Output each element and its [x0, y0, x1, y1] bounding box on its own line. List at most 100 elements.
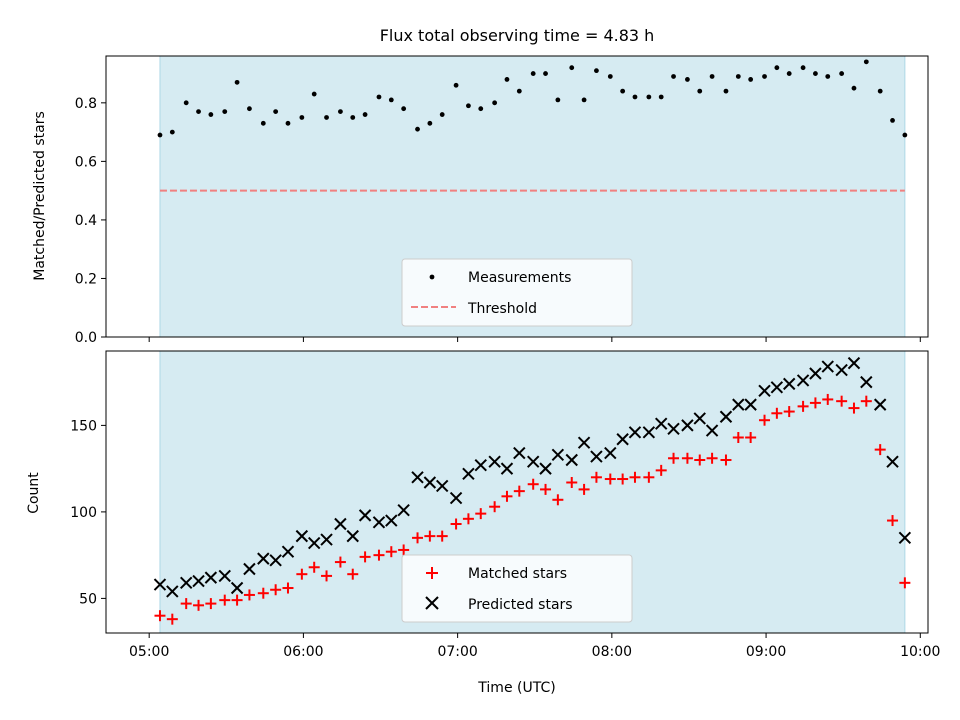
- bottom-x-ticks: 05:00 06:00 07:00 08:00 09:00 10:00: [129, 633, 940, 660]
- matched-star-point: [629, 471, 641, 483]
- legend-predicted-label: Predicted stars: [468, 597, 573, 613]
- top-legend: Measurements Threshold: [401, 258, 633, 327]
- measurement-point: [504, 77, 510, 82]
- chart-title: Flux total observing time = 4.83 h: [380, 26, 655, 45]
- measurement-point: [234, 79, 240, 85]
- y-tick-label: 0.2: [75, 271, 97, 287]
- measurement-point: [902, 132, 908, 138]
- measurement-point: [260, 120, 266, 126]
- predicted-star-point: [821, 360, 834, 373]
- predicted-star-point: [166, 585, 179, 598]
- legend-matched-marker: [426, 567, 438, 579]
- measurement-point: [723, 88, 729, 94]
- bottom-matched-stars: [154, 393, 911, 625]
- predicted-star-point: [281, 545, 295, 558]
- predicted-star-point: [847, 356, 861, 370]
- bottom-predicted-stars: [153, 356, 912, 598]
- measurement-point: [581, 97, 587, 103]
- matched-star-point: [681, 452, 693, 464]
- x-tick-label: 08:00: [592, 644, 632, 660]
- matched-star-point: [732, 432, 744, 444]
- measurement-point: [453, 82, 459, 88]
- matched-star-point: [655, 464, 667, 476]
- predicted-star-point: [809, 367, 822, 380]
- matched-star-point: [193, 599, 205, 611]
- top-y-ticks: 0.0 0.2 0.4 0.6 0.8: [75, 96, 106, 346]
- matched-star-point: [617, 473, 629, 485]
- predicted-star-point: [642, 426, 656, 439]
- matched-star-point: [848, 402, 860, 414]
- predicted-star-point: [153, 578, 167, 591]
- matched-star-point: [436, 530, 448, 542]
- matched-star-point: [296, 568, 308, 580]
- matched-star-point: [540, 483, 552, 495]
- measurement-point: [299, 115, 305, 120]
- predicted-star-point: [449, 491, 463, 505]
- matched-star-point: [552, 494, 564, 506]
- predicted-star-point: [358, 509, 372, 522]
- predicted-star-point: [372, 516, 386, 529]
- matched-star-point: [308, 561, 320, 573]
- predicted-star-point: [513, 446, 526, 460]
- matched-star-point: [822, 393, 834, 405]
- predicted-star-point: [179, 576, 193, 590]
- predicted-star-point: [462, 467, 475, 481]
- matched-star-point: [860, 395, 872, 407]
- measurement-point: [324, 115, 329, 120]
- predicted-star-point: [705, 424, 719, 437]
- y-tick-label: 0.6: [75, 154, 97, 170]
- predicted-star-point: [744, 398, 757, 411]
- measurement-point: [620, 88, 626, 94]
- matched-star-point: [219, 594, 231, 606]
- predicted-star-point: [204, 571, 218, 584]
- measurement-point: [748, 77, 754, 82]
- predicted-star-point: [873, 398, 887, 411]
- predicted-star-point: [385, 514, 398, 527]
- predicted-star-point: [218, 569, 231, 583]
- y-tick-label: 150: [70, 418, 97, 434]
- measurement-point: [311, 91, 317, 97]
- predicted-star-point: [770, 381, 784, 394]
- predicted-star-point: [397, 503, 410, 517]
- matched-star-point: [771, 407, 783, 419]
- matched-star-point: [154, 610, 166, 622]
- matched-star-point: [720, 454, 732, 466]
- measurement-point: [543, 71, 548, 76]
- measurement-point: [646, 94, 652, 100]
- measurement-point: [813, 71, 818, 76]
- top-x-ticks: [148, 337, 921, 342]
- matched-star-point: [874, 444, 886, 456]
- matched-star-point: [282, 582, 294, 594]
- predicted-star-point: [565, 453, 578, 467]
- measurement-point: [709, 74, 715, 79]
- predicted-star-point: [474, 458, 487, 472]
- predicted-star-point: [257, 552, 270, 565]
- predicted-star-point: [320, 533, 333, 546]
- top-y-axis-label: Matched/Predicted stars: [32, 111, 48, 281]
- predicted-star-point: [667, 422, 680, 436]
- measurement-point: [439, 112, 445, 117]
- matched-star-point: [475, 508, 487, 520]
- matched-star-point: [899, 577, 911, 589]
- matched-star-point: [797, 400, 809, 412]
- matched-star-point: [462, 513, 474, 525]
- measurement-point: [388, 97, 394, 103]
- predicted-star-point: [860, 375, 873, 389]
- matched-star-point: [424, 530, 436, 542]
- matched-star-point: [604, 473, 616, 485]
- y-tick-label: 0.4: [75, 213, 97, 229]
- matched-star-point: [643, 471, 655, 483]
- predicted-star-point: [719, 410, 733, 423]
- predicted-star-point: [782, 377, 796, 391]
- matched-star-point: [590, 471, 602, 483]
- measurement-point: [427, 120, 433, 126]
- bottom-legend-box: [401, 554, 633, 623]
- matched-star-point: [566, 476, 578, 488]
- matched-star-point: [243, 589, 255, 601]
- measurement-point: [569, 65, 575, 71]
- predicted-star-point: [435, 479, 449, 493]
- y-tick-label: 50: [79, 591, 97, 607]
- top-measurements: [157, 59, 908, 138]
- y-tick-label: 0.8: [75, 96, 97, 112]
